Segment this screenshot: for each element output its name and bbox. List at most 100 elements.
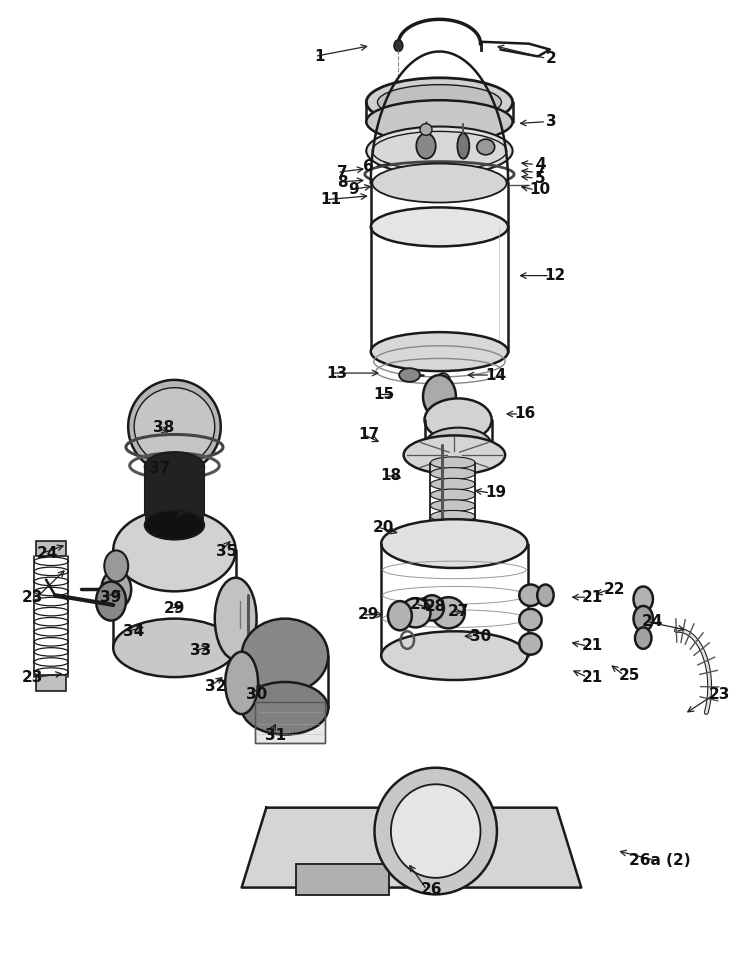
Text: 34: 34 bbox=[123, 624, 144, 639]
Ellipse shape bbox=[477, 139, 495, 155]
Text: 14: 14 bbox=[485, 368, 506, 382]
Text: 21: 21 bbox=[582, 669, 603, 685]
Ellipse shape bbox=[633, 586, 653, 612]
Text: 2: 2 bbox=[546, 51, 556, 66]
Ellipse shape bbox=[225, 652, 258, 714]
Text: 22: 22 bbox=[604, 582, 626, 597]
Bar bbox=[144, 466, 205, 525]
Text: 23: 23 bbox=[22, 590, 44, 605]
Ellipse shape bbox=[430, 457, 475, 468]
Ellipse shape bbox=[241, 682, 328, 735]
Text: 7: 7 bbox=[337, 165, 347, 180]
Ellipse shape bbox=[215, 577, 256, 660]
Ellipse shape bbox=[430, 500, 475, 512]
Text: 29: 29 bbox=[358, 608, 379, 622]
Ellipse shape bbox=[457, 133, 469, 159]
Ellipse shape bbox=[432, 597, 465, 628]
Ellipse shape bbox=[102, 570, 131, 609]
Ellipse shape bbox=[430, 543, 475, 555]
Text: 23: 23 bbox=[708, 687, 730, 702]
Ellipse shape bbox=[520, 633, 541, 655]
Ellipse shape bbox=[128, 380, 221, 473]
Ellipse shape bbox=[430, 532, 475, 544]
Ellipse shape bbox=[144, 452, 205, 481]
Text: 1: 1 bbox=[315, 49, 326, 64]
Ellipse shape bbox=[430, 467, 475, 479]
Text: 30: 30 bbox=[470, 628, 491, 644]
Text: 23: 23 bbox=[22, 669, 44, 685]
Ellipse shape bbox=[241, 618, 328, 693]
Ellipse shape bbox=[381, 519, 528, 568]
Text: 11: 11 bbox=[320, 192, 341, 207]
Ellipse shape bbox=[388, 601, 412, 630]
Ellipse shape bbox=[401, 598, 430, 627]
Ellipse shape bbox=[417, 133, 435, 159]
Text: 26: 26 bbox=[421, 882, 443, 897]
Text: 4: 4 bbox=[535, 157, 545, 172]
Text: 27: 27 bbox=[447, 605, 468, 619]
Text: 18: 18 bbox=[381, 467, 402, 483]
Text: 5: 5 bbox=[535, 171, 545, 185]
Ellipse shape bbox=[144, 511, 205, 540]
Text: 15: 15 bbox=[373, 387, 394, 402]
Bar bbox=[255, 703, 326, 744]
Ellipse shape bbox=[430, 521, 475, 533]
Bar bbox=[255, 703, 326, 744]
Ellipse shape bbox=[366, 126, 513, 175]
Ellipse shape bbox=[430, 511, 475, 522]
Ellipse shape bbox=[378, 84, 502, 120]
Text: 26a (2): 26a (2) bbox=[629, 853, 690, 867]
Ellipse shape bbox=[394, 40, 403, 52]
Ellipse shape bbox=[366, 100, 513, 143]
Text: 19: 19 bbox=[485, 485, 506, 501]
Text: 24: 24 bbox=[37, 546, 58, 561]
Ellipse shape bbox=[404, 435, 505, 474]
Ellipse shape bbox=[430, 489, 475, 501]
Text: 16: 16 bbox=[514, 407, 536, 421]
Text: 32: 32 bbox=[205, 679, 226, 695]
Text: 12: 12 bbox=[544, 269, 566, 283]
Text: 37: 37 bbox=[149, 461, 170, 476]
Ellipse shape bbox=[537, 584, 553, 606]
Text: 38: 38 bbox=[153, 420, 174, 435]
Ellipse shape bbox=[635, 627, 651, 649]
Text: 35: 35 bbox=[216, 544, 238, 559]
Ellipse shape bbox=[366, 77, 513, 126]
Ellipse shape bbox=[520, 584, 541, 606]
Text: 8: 8 bbox=[337, 174, 347, 189]
Ellipse shape bbox=[420, 595, 444, 620]
Ellipse shape bbox=[633, 606, 653, 631]
Text: 13: 13 bbox=[326, 366, 347, 380]
Ellipse shape bbox=[423, 375, 456, 417]
Ellipse shape bbox=[372, 164, 507, 203]
Ellipse shape bbox=[381, 631, 528, 680]
Bar bbox=[36, 675, 66, 691]
Ellipse shape bbox=[371, 208, 508, 246]
Text: 24: 24 bbox=[641, 614, 663, 629]
Ellipse shape bbox=[96, 581, 126, 620]
Ellipse shape bbox=[435, 373, 450, 393]
Ellipse shape bbox=[372, 131, 507, 171]
Text: 33: 33 bbox=[190, 643, 211, 659]
Text: 31: 31 bbox=[265, 728, 286, 743]
Ellipse shape bbox=[425, 399, 492, 441]
Text: 17: 17 bbox=[358, 427, 379, 442]
Text: 36: 36 bbox=[168, 514, 189, 528]
Text: 3: 3 bbox=[546, 114, 556, 129]
Ellipse shape bbox=[420, 123, 432, 135]
Ellipse shape bbox=[105, 551, 128, 581]
Text: 28: 28 bbox=[425, 600, 447, 614]
Ellipse shape bbox=[399, 368, 420, 382]
Text: 9: 9 bbox=[348, 182, 359, 197]
Ellipse shape bbox=[520, 609, 541, 630]
Text: 30: 30 bbox=[246, 687, 267, 702]
Text: 21: 21 bbox=[582, 638, 603, 654]
Ellipse shape bbox=[134, 388, 215, 466]
Bar bbox=[36, 541, 66, 557]
Ellipse shape bbox=[114, 618, 235, 677]
Ellipse shape bbox=[374, 767, 497, 895]
Ellipse shape bbox=[425, 427, 492, 463]
Ellipse shape bbox=[371, 332, 508, 371]
Text: 20: 20 bbox=[373, 519, 394, 534]
Text: 7: 7 bbox=[535, 165, 545, 180]
